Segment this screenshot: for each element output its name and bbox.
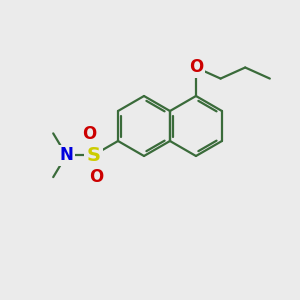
Text: S: S xyxy=(86,146,100,165)
Text: O: O xyxy=(89,168,104,186)
Text: O: O xyxy=(189,58,203,76)
Text: N: N xyxy=(59,146,73,164)
Text: O: O xyxy=(82,125,96,143)
